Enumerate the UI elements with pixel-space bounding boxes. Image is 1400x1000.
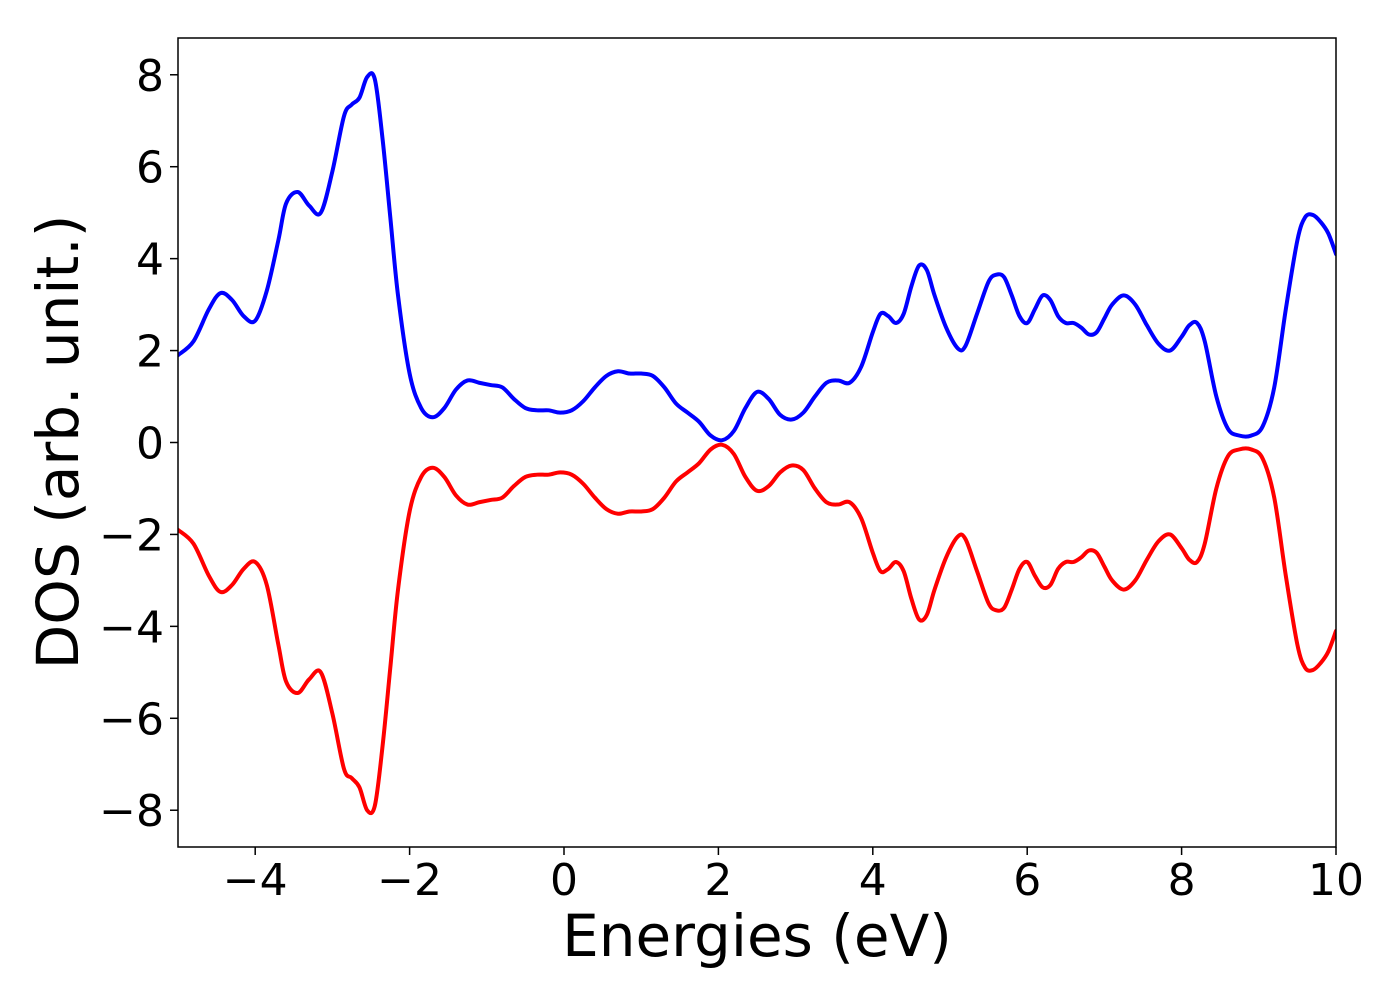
y-tick-label: 0	[136, 419, 164, 470]
y-tick-label: 2	[136, 327, 164, 378]
x-axis-ticks: −4 −2 0 2 4 6 8 10	[223, 847, 1364, 906]
y-axis-ticks: 8 6 4 2 0 −2 −4 −6 −8	[99, 51, 178, 837]
x-tick-label: −4	[223, 855, 288, 906]
dos-line-blue	[178, 71, 1336, 443]
y-tick-label: −4	[99, 602, 164, 653]
x-tick-label: 6	[1013, 855, 1041, 906]
plot-frame	[177, 37, 1337, 848]
x-tick-label: 4	[859, 855, 887, 906]
y-tick-label: 4	[136, 235, 164, 286]
x-tick-label: 10	[1308, 855, 1364, 906]
series-layer	[178, 71, 1336, 816]
x-tick-label: 8	[1168, 855, 1196, 906]
y-tick-label: −8	[99, 786, 164, 837]
x-tick-label: 0	[550, 855, 578, 906]
y-axis-label: DOS (arb. unit.)	[24, 215, 92, 670]
x-tick-label: −2	[377, 855, 442, 906]
dos-line-red	[178, 442, 1336, 816]
y-tick-label: 6	[136, 143, 164, 194]
x-tick-label: 2	[704, 855, 732, 906]
x-axis-label: Energies (eV)	[562, 902, 952, 970]
y-tick-label: −2	[99, 510, 164, 561]
y-tick-label: 8	[136, 51, 164, 102]
y-tick-label: −6	[99, 694, 164, 745]
